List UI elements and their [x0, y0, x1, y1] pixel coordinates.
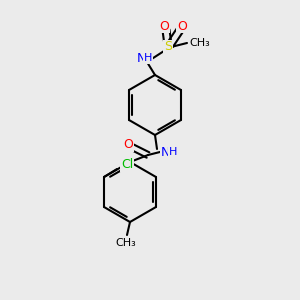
Text: CH₃: CH₃: [116, 238, 136, 248]
Text: O: O: [123, 139, 133, 152]
Text: H: H: [144, 53, 152, 63]
Text: Cl: Cl: [121, 158, 133, 172]
Text: H: H: [169, 147, 177, 157]
Text: S: S: [164, 40, 172, 53]
Text: N: N: [160, 146, 170, 158]
Text: N: N: [136, 52, 146, 64]
Text: O: O: [177, 20, 187, 32]
Text: CH₃: CH₃: [190, 38, 210, 48]
Text: O: O: [159, 20, 169, 32]
